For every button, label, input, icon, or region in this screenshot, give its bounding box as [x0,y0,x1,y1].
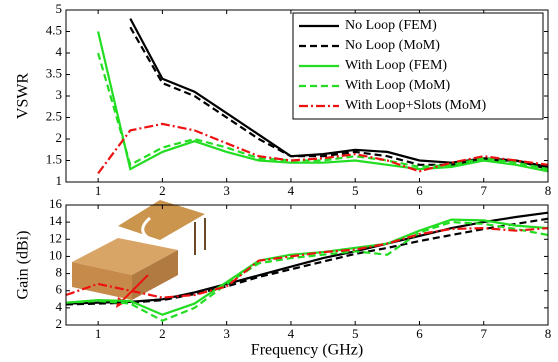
legend-label: With Loop (FEM) [345,58,447,73]
chart: 11.522.533.544.5512345678VSWRNo Loop (FE… [0,0,558,362]
x-tick-label: 1 [95,326,102,341]
y-tick-label: 1.5 [46,151,62,166]
y-tick-label: 4 [56,44,63,59]
x-tick-label: 4 [288,183,295,198]
y-axis-label: Gain (dBi) [15,231,32,300]
x-tick-label: 4 [288,326,295,341]
x-tick-label: 3 [223,326,230,341]
x-tick-label: 6 [416,183,423,198]
x-tick-label: 7 [480,326,487,341]
y-tick-label: 8 [56,265,63,280]
x-tick-label: 7 [480,183,487,198]
x-tick-label: 5 [352,326,359,341]
y-tick-label: 12 [49,230,62,245]
x-tick-label: 2 [159,326,166,341]
legend-label: With Loop (MoM) [345,78,451,93]
y-tick-label: 16 [49,196,63,211]
x-tick-label: 1 [95,183,102,198]
y-tick-label: 2.5 [46,108,62,123]
x-tick-label: 5 [352,183,359,198]
y-tick-label: 6 [56,282,63,297]
legend-label: With Loop+Slots (MoM) [345,98,486,113]
legend-label: No Loop (FEM) [345,18,437,33]
y-tick-label: 4 [56,299,63,314]
y-tick-label: 14 [49,213,63,228]
x-tick-label: 2 [159,183,166,198]
series-line [98,124,548,173]
y-tick-label: 2 [56,130,63,145]
x-tick-label: 8 [545,326,552,341]
y-tick-label: 4.5 [46,22,62,37]
y-tick-label: 10 [49,247,62,262]
y-tick-label: 1 [56,173,63,188]
y-tick-label: 2 [56,316,63,331]
y-tick-label: 3 [56,87,63,102]
x-tick-label: 3 [223,183,230,198]
x-tick-label: 8 [545,183,552,198]
x-axis-label: Frequency (GHz) [251,342,363,359]
y-axis-label: VSWR [15,73,32,120]
legend-label: No Loop (MoM) [345,38,440,53]
y-tick-label: 5 [56,1,63,16]
x-tick-label: 6 [416,326,423,341]
y-tick-label: 3.5 [46,65,62,80]
